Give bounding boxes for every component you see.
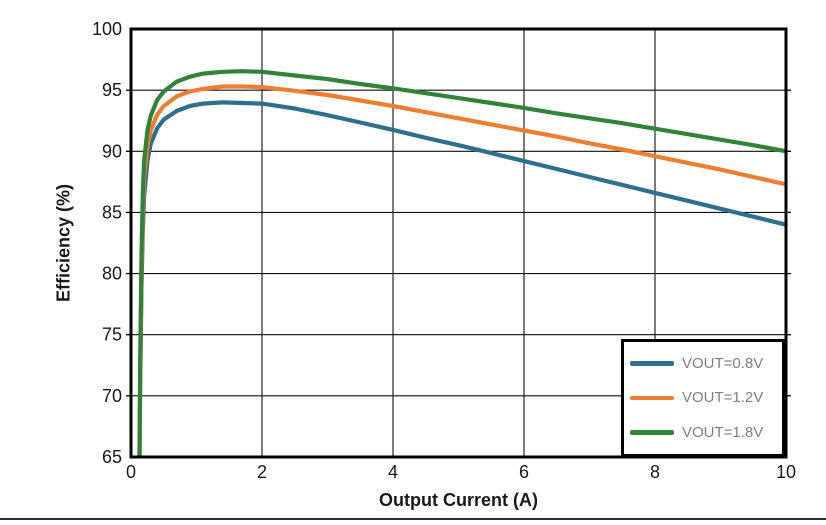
x-tick-label: 2 bbox=[257, 462, 267, 482]
y-tick-labels: 65 70 75 80 85 90 95 100 bbox=[92, 19, 122, 467]
y-tick-label: 80 bbox=[102, 264, 122, 284]
y-tick-label: 95 bbox=[102, 80, 122, 100]
x-tick-label: 4 bbox=[388, 462, 398, 482]
gridlines bbox=[131, 29, 786, 457]
legend-line-vout-0.8v-icon bbox=[630, 361, 674, 366]
y-tick-label: 90 bbox=[102, 141, 122, 161]
series-line-vout=1.8v bbox=[137, 69, 785, 456]
y-axis-title: Efficiency (%) bbox=[53, 183, 74, 303]
legend-line-vout-1.8v-icon bbox=[630, 430, 674, 435]
legend-item: VOUT=0.8V bbox=[630, 356, 782, 371]
legend-item: VOUT=1.8V bbox=[630, 425, 782, 440]
series-lines bbox=[137, 69, 785, 456]
plot-frame bbox=[129, 27, 788, 459]
bottom-divider bbox=[0, 518, 826, 520]
legend-line-vout-1.2v-icon bbox=[630, 395, 674, 401]
y-tick-label: 65 bbox=[102, 447, 122, 467]
legend-label: VOUT=0.8V bbox=[682, 354, 764, 372]
x-tick-labels: 0 2 4 6 8 10 bbox=[126, 462, 796, 482]
x-tick-label: 6 bbox=[519, 462, 529, 482]
y-tick-label: 100 bbox=[92, 19, 122, 39]
legend-item: VOUT=1.2V bbox=[630, 390, 782, 405]
x-tick-label: 8 bbox=[650, 462, 660, 482]
x-tick-label: 10 bbox=[776, 462, 796, 482]
y-tick-label: 70 bbox=[102, 386, 122, 406]
y-tick-label: 85 bbox=[102, 202, 122, 222]
x-axis-title: Output Current (A) bbox=[379, 490, 538, 510]
y-tick-label: 75 bbox=[102, 325, 122, 345]
x-tick-label: 0 bbox=[126, 462, 136, 482]
legend: VOUT=0.8V VOUT=1.2V VOUT=1.8V bbox=[621, 339, 785, 457]
legend-label: VOUT=1.8V bbox=[682, 424, 764, 442]
legend-label: VOUT=1.2V bbox=[682, 389, 764, 407]
